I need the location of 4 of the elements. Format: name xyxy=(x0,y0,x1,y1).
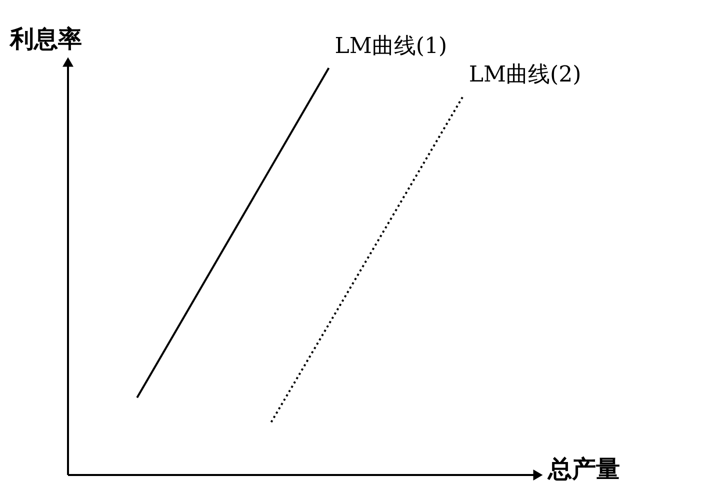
y-axis-title: 利息率 xyxy=(9,24,82,53)
series-label: LM曲线(2) xyxy=(468,62,582,88)
x-axis-title: 总产量 xyxy=(547,454,620,483)
series-label: LM曲线(1) xyxy=(334,34,448,59)
